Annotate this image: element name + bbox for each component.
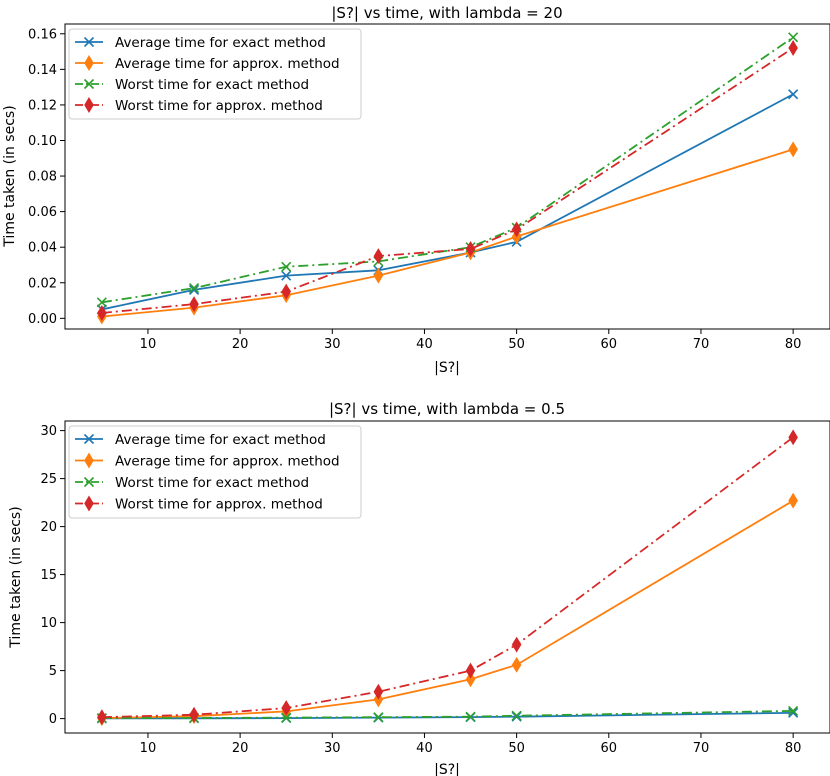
x-tick-label: 60 [601, 337, 618, 352]
legend-marker [83, 476, 95, 488]
y-tick-label: 0.02 [28, 276, 57, 291]
x-axis-label: |S?| [434, 762, 460, 776]
data-point [465, 671, 476, 688]
x-tick-label: 30 [324, 741, 341, 756]
y-axis-label: Time taken (in secs) [8, 506, 24, 648]
x-tick-label: 30 [324, 337, 341, 352]
data-point [511, 221, 522, 238]
data-point [189, 706, 199, 723]
data-point [788, 89, 799, 100]
data-point [188, 283, 200, 294]
x-tick-label: 50 [508, 741, 525, 756]
data-point [281, 270, 292, 281]
data-point [188, 284, 200, 295]
legend-frame [68, 28, 362, 120]
data-point [281, 261, 292, 272]
x-tick-label: 10 [140, 741, 157, 756]
chart-title: |S?| vs time, with lambda = 0.5 [329, 400, 565, 418]
y-tick-label: 0.04 [28, 241, 57, 256]
data-point [373, 683, 384, 700]
x-tick-label: 70 [693, 337, 710, 352]
legend-marker [83, 36, 95, 48]
data-point [373, 248, 384, 265]
data-point [788, 429, 798, 446]
chart-title: |S?| vs time, with lambda = 20 [331, 4, 562, 22]
data-point [788, 492, 798, 509]
y-tick-label: 0.12 [28, 98, 57, 113]
y-tick-label: 15 [40, 568, 57, 583]
series-layer [96, 32, 799, 325]
data-point [96, 297, 107, 308]
y-tick-label: 0.08 [28, 170, 57, 185]
legend-marker [84, 97, 94, 113]
data-point [281, 712, 292, 723]
data-point [788, 32, 799, 43]
data-point [788, 705, 799, 716]
legend-label: Average time for approx. method [115, 56, 340, 72]
data-point [373, 267, 384, 284]
x-tick-label: 50 [508, 337, 525, 352]
data-point [511, 710, 522, 721]
legend-marker [84, 452, 94, 469]
legend-label: Worst time for exact method [115, 475, 309, 491]
x-tick-label: 40 [416, 741, 433, 756]
x-tick-label: 20 [232, 741, 249, 756]
x-axis-label: |S?| [434, 360, 460, 376]
legend-marker [84, 495, 94, 512]
data-point [465, 711, 476, 722]
x-tick-label: 40 [416, 337, 433, 352]
legend-label: Worst time for exact method [115, 77, 309, 93]
x-tick-label: 80 [785, 337, 802, 352]
data-point [788, 141, 798, 158]
legend-frame [68, 425, 362, 519]
data-point [511, 636, 522, 653]
chart-lambda-20: |S?| vs time, with lambda = 20 10 20 30 40 5… [2, 4, 830, 376]
x-tick-label: 20 [232, 337, 249, 352]
series-layer [96, 429, 799, 727]
data-point [97, 709, 107, 726]
chart-lambda-0-5: |S?| vs time, with lambda = 0.5 10 20 30 40… [8, 400, 830, 776]
legend-marker [83, 433, 95, 445]
legend-marker [83, 78, 95, 90]
data-point [281, 283, 291, 300]
y-tick-label: 10 [40, 616, 57, 631]
legend-label: Average time for exact method [115, 35, 326, 51]
y-tick-label: 5 [49, 664, 57, 679]
y-tick-label: 0.10 [28, 134, 57, 149]
data-point [465, 662, 476, 679]
data-point [511, 656, 522, 673]
y-axis: 0.00 0.02 0.04 0.06 0.08 0.10 0.12 0.14 0.16 [28, 27, 65, 327]
data-point [373, 712, 384, 723]
x-tick-label: 10 [140, 337, 157, 352]
legend-marker [84, 55, 94, 71]
data-point [189, 296, 199, 313]
y-tick-label: 0.00 [28, 312, 57, 327]
x-tick-label: 70 [693, 741, 710, 756]
x-axis: 10 20 30 40 50 60 70 80 [140, 733, 802, 756]
x-tick-label: 80 [785, 741, 802, 756]
y-tick-label: 25 [40, 472, 57, 487]
legend-label: Average time for exact method [115, 432, 326, 448]
data-point [281, 700, 291, 717]
y-tick-label: 0.16 [28, 27, 57, 42]
x-axis: 10 20 30 40 50 60 70 80 [140, 329, 802, 352]
legend: Average time for exact method Average tim… [68, 28, 362, 120]
data-point [97, 305, 107, 321]
y-axis: 0 5 10 15 20 25 30 [40, 424, 65, 727]
data-point [788, 707, 799, 718]
data-point [788, 40, 798, 56]
y-tick-label: 20 [40, 520, 57, 535]
data-point [465, 240, 476, 257]
y-tick-label: 0 [49, 712, 57, 727]
y-axis-label: Time taken (in secs) [2, 105, 18, 247]
x-tick-label: 60 [601, 741, 618, 756]
legend: Average time for exact method Average tim… [68, 425, 362, 519]
legend-label: Worst time for approx. method [115, 98, 323, 114]
y-tick-label: 0.06 [28, 205, 57, 220]
y-tick-label: 0.14 [28, 63, 57, 78]
y-tick-label: 30 [40, 424, 57, 439]
legend-label: Average time for approx. method [115, 454, 340, 470]
legend-label: Worst time for approx. method [115, 497, 323, 513]
